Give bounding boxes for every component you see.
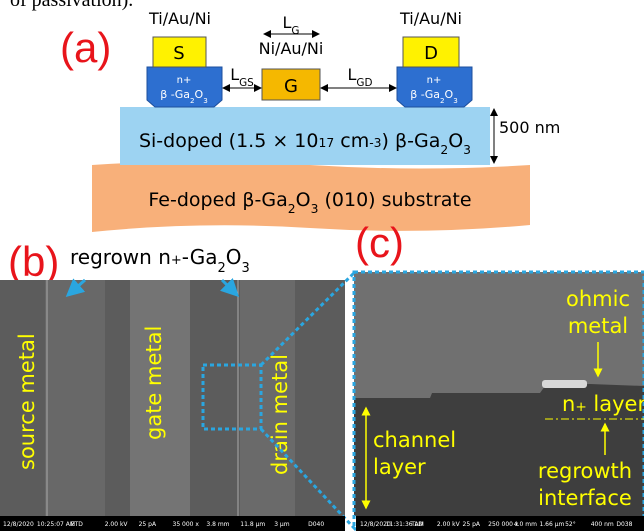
text-segment: 3 <box>311 202 319 216</box>
text-segment: 2 <box>440 143 448 157</box>
info-text: 400 nm <box>591 521 614 528</box>
info-text: 25 pA <box>139 521 157 528</box>
regrown-label: regrown n+-Ga2O3 <box>70 245 250 276</box>
text-segment: β -Ga <box>160 88 190 101</box>
text-segment: O <box>226 245 242 269</box>
text-segment: -3 <box>369 136 381 150</box>
drain-label: D <box>424 43 438 64</box>
text-segment: O <box>445 88 454 101</box>
text-segment: cm <box>334 130 369 152</box>
info-text: D040 <box>308 521 324 528</box>
drain-metal-label: drain metal <box>268 354 292 475</box>
info-text: ETD <box>71 521 83 528</box>
text-segment: GS <box>239 77 254 89</box>
page: of passivation). (a) Fe-doped β-Ga2O3 (0… <box>0 0 644 531</box>
info-text: 2.00 kV <box>105 521 129 528</box>
source-metal-label: Ti/Au/Ni <box>148 9 211 28</box>
source-label: S <box>173 43 184 64</box>
text-segment: -Ga <box>182 245 218 269</box>
info-text: 52° <box>565 521 576 528</box>
text-segment: 2 <box>288 202 296 216</box>
lgs-label: LGS <box>230 65 254 89</box>
channel-label: channel <box>373 428 456 452</box>
channel-label: layer <box>373 455 426 479</box>
text-segment: n <box>562 392 575 416</box>
text-segment: 3 <box>453 96 458 105</box>
drain-metal-label: Ti/Au/Ni <box>399 9 462 28</box>
text-segment: G <box>291 25 299 37</box>
panel-label: (c) <box>355 219 404 266</box>
info-group: 12/8/202011:31:36 AMTLD2.00 kV25 pA250 0… <box>360 521 633 528</box>
thickness-label: 500 nm <box>499 118 560 137</box>
text-segment: GD <box>356 77 372 89</box>
regrowth-label: interface <box>538 486 632 510</box>
text-segment: L <box>348 65 357 84</box>
info-text: 10:25:07 AM <box>37 521 75 528</box>
gate-metal-label: Ni/Au/Ni <box>259 39 324 58</box>
info-text: D038 <box>616 521 632 528</box>
panel-label: (b) <box>8 238 59 285</box>
info-text: 11.8 µm <box>240 521 265 528</box>
info-text: TLD <box>410 521 423 528</box>
text-segment: O <box>448 130 463 152</box>
ohmic-feature <box>542 380 587 388</box>
text-segment: layer <box>587 392 644 416</box>
text-segment: O <box>296 189 311 211</box>
info-text: 4.0 mm <box>514 521 537 528</box>
text-segment: O <box>195 88 204 101</box>
text-segment: L <box>283 13 292 32</box>
caption: of passivation). <box>10 0 133 11</box>
text-segment: L <box>230 65 239 84</box>
info-text: 12/8/2020 <box>3 521 34 528</box>
ohmic-label: metal <box>568 314 628 338</box>
contact-right <box>397 67 472 107</box>
info-text: 1.66 µm <box>539 521 564 528</box>
gate-metal-label: gate metal <box>142 326 166 440</box>
text-segment: ) β-Ga <box>382 130 441 152</box>
text-segment: Fe-doped β-Ga <box>148 189 287 211</box>
info-text: 25 pA <box>463 521 481 528</box>
lg-label: LG <box>283 13 300 37</box>
contact-left <box>147 67 222 107</box>
n-layer-label: n+ layer <box>562 392 644 416</box>
info-text: 2.00 kV <box>437 521 461 528</box>
text-segment: 3 <box>242 261 250 276</box>
contact-doping: n+ <box>177 75 192 86</box>
text-segment: 3 <box>203 96 208 105</box>
text-segment: Si-doped (1.5 × 10 <box>139 130 319 152</box>
lgd-label: LGD <box>348 65 373 89</box>
text-segment: 2 <box>217 261 225 276</box>
text-segment: + <box>575 399 586 415</box>
text-segment: 3 <box>463 143 471 157</box>
text-segment: β -Ga <box>410 88 440 101</box>
info-text: 3 µm <box>274 521 290 528</box>
gate-label: G <box>284 76 298 97</box>
text-segment: 17 <box>319 136 335 150</box>
panel-label: (a) <box>60 24 111 71</box>
text-segment: (010) substrate <box>318 189 471 211</box>
info-text: 35 000 x <box>173 521 200 528</box>
figure: of passivation). (a) Fe-doped β-Ga2O3 (0… <box>0 0 644 531</box>
contact-doping: n+ <box>427 75 442 86</box>
source-metal-label: source metal <box>15 333 39 470</box>
ohmic-label: ohmic <box>566 287 630 311</box>
info-text: 3.8 mm <box>206 521 229 528</box>
text-segment: regrown n <box>70 245 171 269</box>
text-segment: + <box>171 253 182 268</box>
regrowth-label: regrowth <box>538 459 632 483</box>
sem-stripe <box>45 280 105 516</box>
